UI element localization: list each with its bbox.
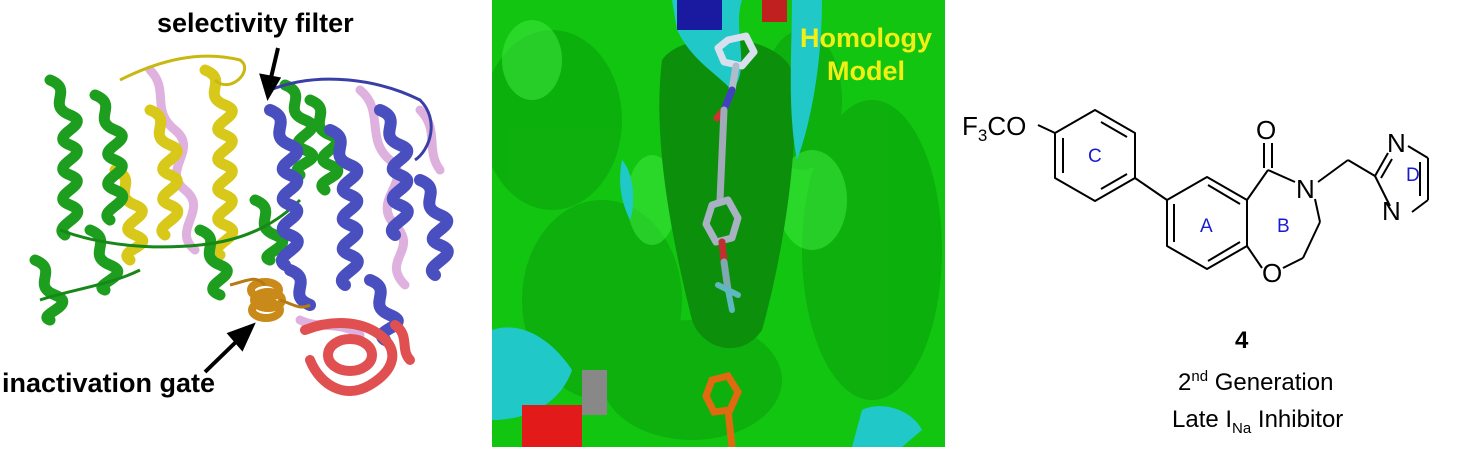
compound-4-structure: F3CO O N O N N C A B D bbox=[962, 109, 1429, 288]
ring-d-label: D bbox=[1406, 165, 1420, 186]
ring-o-label: O bbox=[1262, 258, 1282, 288]
surface-render bbox=[492, 0, 945, 447]
chemical-structure-panel: F3CO O N O N N C A B D 4 2nd Generation … bbox=[950, 0, 1465, 447]
inactivation-gate-arrow bbox=[203, 336, 242, 374]
protein-structure-panel: selectivity filter inactivation gate bbox=[0, 0, 480, 447]
homology-model-panel: Homology Model bbox=[492, 0, 945, 447]
selectivity-filter-label: selectivity filter bbox=[157, 8, 354, 38]
orange-residue bbox=[702, 371, 742, 447]
inactivation-gate-label: inactivation gate bbox=[2, 368, 216, 398]
homology-model-label: Homology Model bbox=[787, 22, 945, 88]
substituent-label: F3CO bbox=[962, 111, 1026, 145]
ligand-stick-model bbox=[702, 32, 758, 313]
homology-label-line2: Model bbox=[827, 56, 905, 86]
amide-n-label: N bbox=[1296, 174, 1315, 204]
ring-b-label: B bbox=[1277, 216, 1290, 237]
carbonyl-o-label: O bbox=[1256, 115, 1276, 145]
caption-line2: Late INa Inhibitor bbox=[1172, 406, 1344, 437]
pyrimidine-n1-label: N bbox=[1387, 128, 1406, 158]
ring-c-label: C bbox=[1088, 146, 1102, 167]
ring-a-label: A bbox=[1200, 216, 1213, 237]
protein-cartoon bbox=[29, 47, 454, 396]
pyrimidine-n2-label: N bbox=[1382, 196, 1401, 226]
homology-label-line1: Homology bbox=[800, 23, 932, 53]
caption-line1: 2nd Generation bbox=[1178, 368, 1334, 396]
compound-number: 4 bbox=[1235, 327, 1249, 354]
